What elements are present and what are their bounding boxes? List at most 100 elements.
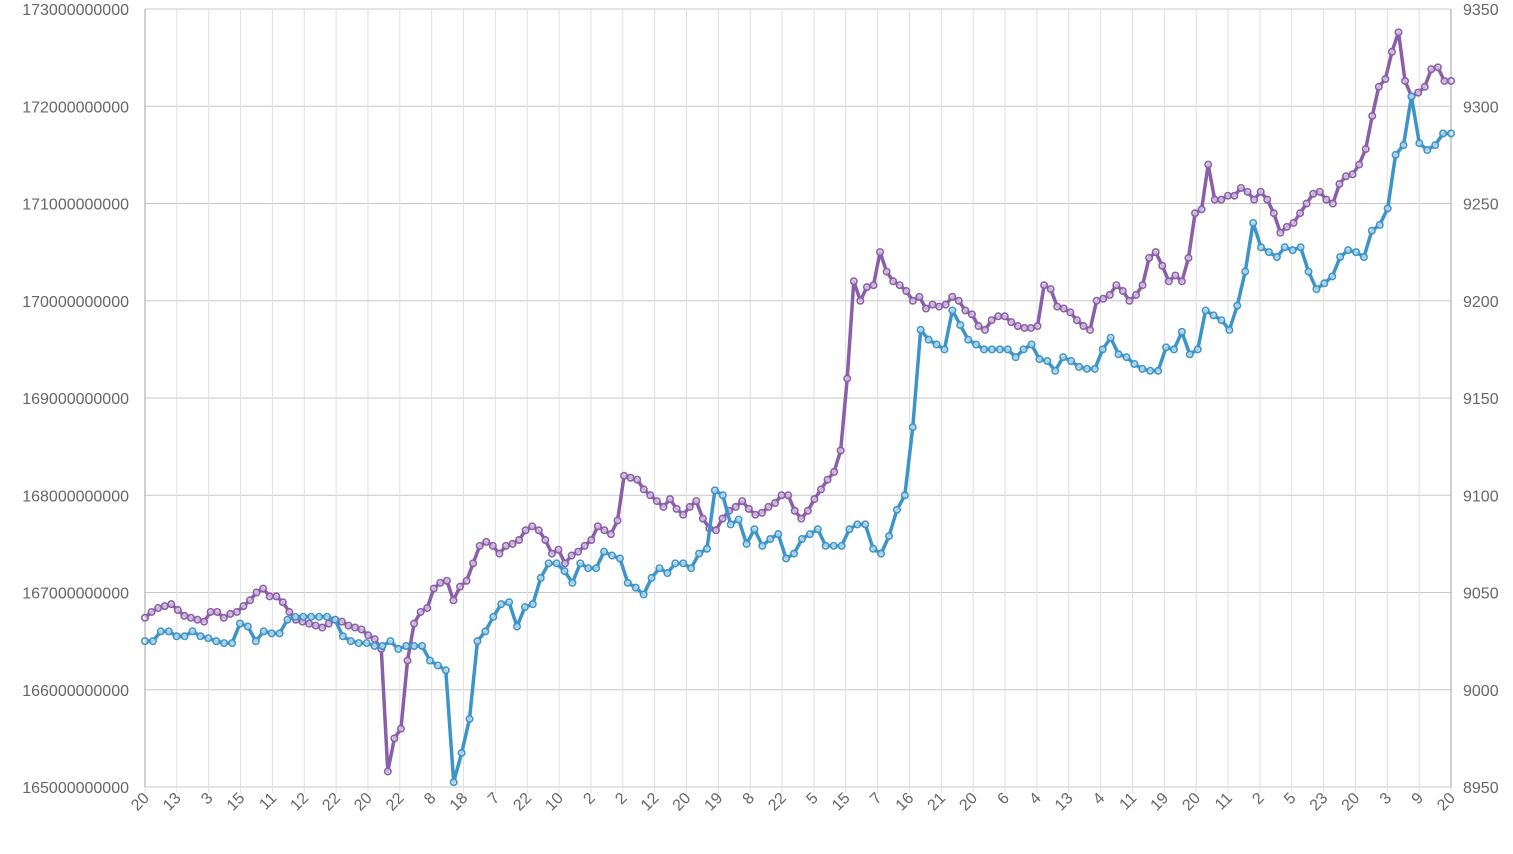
data-point (1335, 180, 1344, 189)
data-point (921, 304, 930, 313)
data-point (1447, 129, 1456, 138)
data-point (561, 559, 570, 568)
data-point (758, 541, 767, 550)
x-tick-label: 12 (638, 790, 663, 815)
data-point (672, 504, 681, 513)
x-tick-label: 3 (198, 790, 216, 808)
data-point (449, 596, 458, 605)
data-point (1322, 195, 1331, 204)
data-point (272, 592, 281, 601)
data-point (1263, 195, 1272, 204)
data-point (1328, 272, 1337, 281)
x-tick-label: 4 (1026, 790, 1044, 808)
data-point (742, 539, 751, 548)
data-point (710, 486, 719, 495)
data-point (1138, 364, 1147, 373)
x-tick-label: 7 (485, 790, 503, 808)
data-point (1250, 195, 1259, 204)
data-point (981, 325, 990, 334)
data-point (1191, 209, 1200, 218)
data-point (567, 551, 576, 560)
data-point (941, 300, 950, 309)
x-tick-label: 21 (925, 790, 950, 815)
data-point (188, 627, 197, 636)
data-point (972, 340, 981, 349)
data-point (1236, 183, 1245, 192)
data-point (1368, 111, 1377, 120)
data-point (156, 627, 165, 636)
data-point (1020, 323, 1029, 332)
data-point (390, 734, 399, 743)
data-point (1177, 277, 1186, 286)
data-point (324, 619, 333, 628)
data-point (299, 612, 308, 621)
data-point (180, 611, 189, 620)
data-point (1013, 322, 1022, 331)
data-point (1280, 243, 1289, 252)
data-point (639, 485, 648, 494)
x-tick-label: 3 (1377, 790, 1395, 808)
data-point (639, 590, 648, 599)
data-point (515, 535, 524, 544)
data-point (1383, 204, 1392, 213)
data-point (1112, 281, 1121, 290)
data-point (1414, 88, 1423, 97)
data-point (900, 491, 909, 500)
data-point (489, 612, 498, 621)
x-tick-label: 2 (580, 790, 598, 808)
data-point (497, 600, 506, 609)
data-point (1177, 327, 1186, 336)
data-point (433, 661, 442, 670)
data-point (615, 554, 624, 563)
data-point (587, 535, 596, 544)
data-point (790, 549, 799, 558)
data-point (536, 573, 545, 582)
data-point (1427, 65, 1436, 74)
x-tick-label: 6 (995, 790, 1013, 808)
data-point (862, 283, 871, 292)
data-point (584, 564, 593, 573)
data-point (711, 526, 720, 535)
data-point (1066, 308, 1075, 317)
data-point (1145, 253, 1154, 262)
data-point (797, 514, 806, 523)
left-y-tick-label: 168000000000 (22, 488, 129, 505)
data-point (1154, 366, 1163, 375)
data-point (1162, 343, 1171, 352)
data-point (1158, 261, 1167, 270)
data-point (764, 502, 773, 511)
x-tick-label: 20 (1179, 790, 1204, 815)
data-point (1344, 246, 1353, 255)
data-point (239, 602, 248, 611)
data-point (488, 541, 497, 550)
data-point (1059, 304, 1068, 313)
data-point (528, 522, 537, 531)
data-point (568, 578, 577, 587)
data-point (948, 292, 957, 301)
data-point (508, 539, 517, 548)
data-point (803, 506, 812, 515)
data-point (1420, 82, 1429, 91)
x-tick-label: 13 (160, 790, 185, 815)
data-point (1249, 218, 1258, 227)
data-point (449, 778, 458, 787)
data-point (1003, 345, 1012, 354)
data-point (882, 267, 891, 276)
data-point (1264, 248, 1273, 257)
data-point (186, 613, 195, 622)
x-tick-label: 13 (1052, 790, 1077, 815)
data-point (196, 632, 205, 641)
data-point (726, 520, 735, 529)
data-point (1223, 191, 1232, 200)
data-point (370, 635, 379, 644)
data-point (1423, 146, 1432, 155)
data-point (344, 621, 353, 630)
data-point (164, 627, 173, 636)
data-point (1272, 252, 1281, 261)
data-point (1046, 285, 1055, 294)
data-point (738, 497, 747, 506)
data-point (580, 541, 589, 550)
data-point (633, 475, 642, 484)
x-tick-label: 22 (319, 790, 344, 815)
data-point (243, 622, 252, 631)
